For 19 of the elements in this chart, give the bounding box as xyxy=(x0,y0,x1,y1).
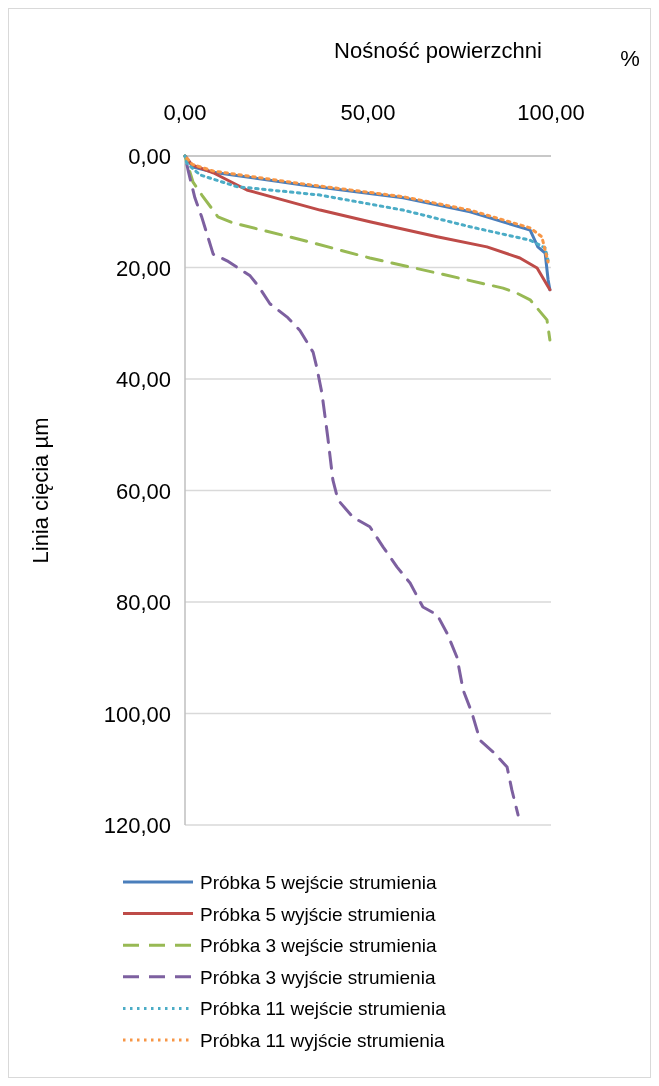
legend-label: Próbka 5 wyjście strumienia xyxy=(200,903,436,925)
y-tick-label: 80,00 xyxy=(115,590,171,615)
y-tick-label: 100,00 xyxy=(103,701,171,727)
y-tick-label: 120,00 xyxy=(103,813,171,838)
y-tick-label: 0,00 xyxy=(128,144,171,169)
x-tick-label: 100,00 xyxy=(517,100,585,125)
y-tick-label: 60,00 xyxy=(115,478,171,504)
x-tick-label: 0,00 xyxy=(163,100,207,125)
legend-label: Próbka 3 wyjście strumienia xyxy=(200,966,436,988)
x-axis-title: Nośność powierzchni xyxy=(334,38,542,63)
legend-label: Próbka 3 wejście strumienia xyxy=(200,935,437,957)
y-axis-title: Linia cięcia µm xyxy=(28,417,53,564)
legend-label: Próbka 5 wejście strumienia xyxy=(200,872,437,893)
x-tick-label: 50,00 xyxy=(340,100,396,125)
y-tick-label: 20,00 xyxy=(115,255,171,281)
legend-label: Próbka 11 wejście strumienia xyxy=(200,998,447,1020)
legend-label: Próbka 11 wyjście strumienia xyxy=(200,1030,446,1051)
y-tick-label: 40,00 xyxy=(115,367,171,392)
text: % xyxy=(620,46,640,71)
